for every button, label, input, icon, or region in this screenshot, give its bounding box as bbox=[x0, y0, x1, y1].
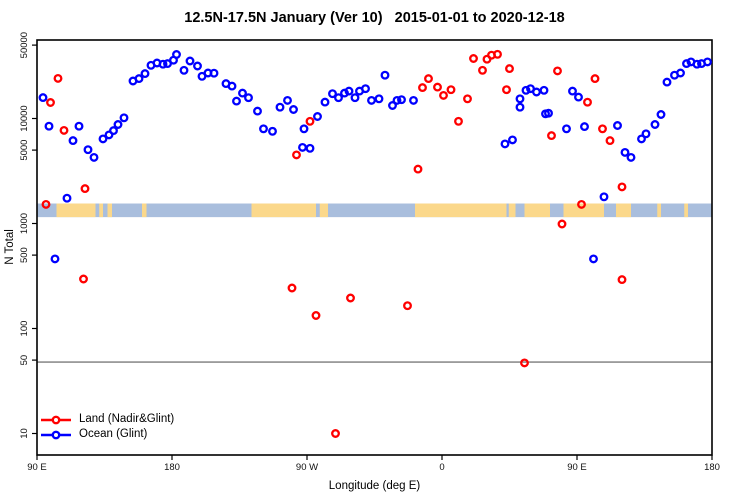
svg-text:90 E: 90 E bbox=[27, 462, 47, 473]
svg-text:90 E: 90 E bbox=[567, 462, 587, 473]
land-marker-icon bbox=[41, 415, 71, 424]
svg-text:5000: 5000 bbox=[19, 140, 30, 161]
svg-text:500: 500 bbox=[19, 247, 30, 263]
legend: Land (Nadir&Glint) Ocean (Glint) bbox=[40, 412, 174, 442]
svg-text:180: 180 bbox=[704, 462, 720, 473]
legend-item-land: Land (Nadir&Glint) bbox=[40, 412, 174, 427]
svg-text:90 W: 90 W bbox=[296, 462, 318, 473]
svg-text:10: 10 bbox=[19, 428, 30, 439]
ocean-marker-icon bbox=[41, 430, 71, 439]
chart-title: 12.5N-17.5N January (Ver 10) 2015-01-01 … bbox=[184, 10, 565, 26]
svg-text:50000: 50000 bbox=[19, 32, 30, 58]
svg-text:100: 100 bbox=[19, 321, 30, 337]
svg-text:0: 0 bbox=[439, 462, 444, 473]
svg-text:50: 50 bbox=[19, 355, 30, 366]
svg-text:180: 180 bbox=[164, 462, 180, 473]
svg-text:1000: 1000 bbox=[19, 213, 30, 234]
legend-item-ocean: Ocean (Glint) bbox=[40, 427, 174, 442]
legend-label-land: Land (Nadir&Glint) bbox=[79, 413, 175, 425]
legend-label-ocean: Ocean (Glint) bbox=[79, 428, 148, 440]
y-axis-title: N Total bbox=[4, 229, 16, 265]
x-axis-title: Longitude (deg E) bbox=[328, 480, 421, 492]
svg-text:10000: 10000 bbox=[19, 105, 30, 131]
